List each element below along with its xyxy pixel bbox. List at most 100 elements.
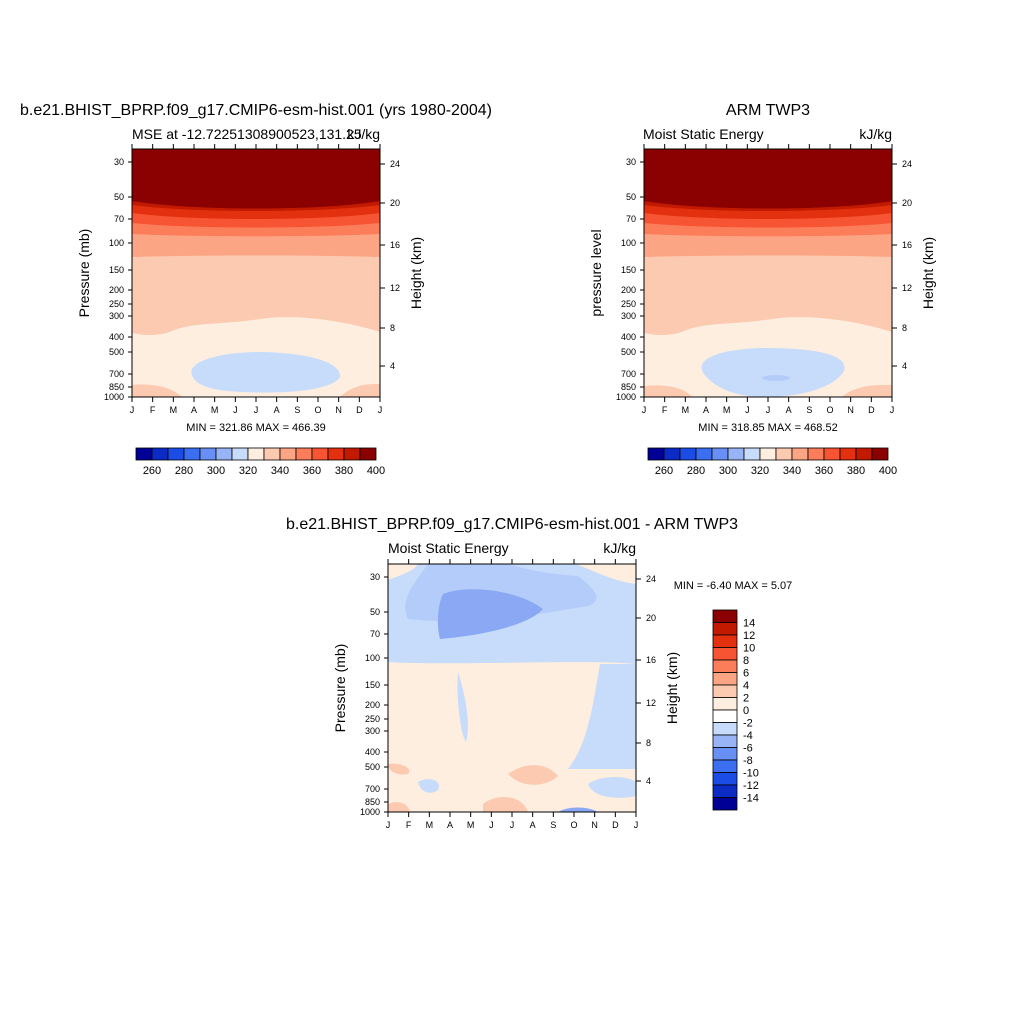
- y-tick-label: 100: [109, 238, 124, 248]
- contour-plot: J F M A M J J A S O N D J 30 50 70 100 150 200 250 300 400 500…: [360, 559, 656, 830]
- x-tick-label: J: [634, 820, 639, 830]
- colorbar-label: 360: [815, 465, 833, 477]
- x-tick-label: D: [356, 405, 363, 415]
- left-string: Moist Static Energy: [388, 540, 509, 556]
- colorbar-box: [712, 684, 738, 698]
- x-tick-label: J: [642, 405, 647, 415]
- x-tick-label: M: [426, 820, 434, 830]
- y-right-tick-label: 12: [646, 698, 656, 708]
- colorbar-label: 260: [143, 465, 161, 477]
- colorbar-label: 10: [743, 643, 755, 655]
- units-string: kJ/kg: [347, 126, 380, 142]
- blob-blue: [701, 348, 845, 397]
- y-tick-label: 50: [370, 607, 380, 617]
- y-tick-label: 200: [621, 285, 636, 295]
- mid-paleblue: [457, 672, 468, 742]
- units-string: kJ/kg: [603, 540, 636, 556]
- panel-title: b.e21.BHIST_BPRP.f09_g17.CMIP6-esm-hist.…: [20, 102, 492, 119]
- panel-difference: b.e21.BHIST_BPRP.f09_g17.CMIP6-esm-hist.…: [286, 516, 792, 830]
- y-tick-label: 500: [109, 347, 124, 357]
- band-darkred: [132, 149, 380, 209]
- left-string: MSE at -12.72251308900523,131.25: [132, 126, 362, 142]
- y-tick-label: 850: [365, 797, 380, 807]
- colorbar-box: [647, 447, 665, 461]
- y-right-tick-label: 4: [646, 776, 651, 786]
- y-tick-label: 50: [626, 192, 636, 202]
- x-tick-label: A: [703, 405, 709, 415]
- x-tick-label: J: [766, 405, 771, 415]
- x-tick-label: J: [254, 405, 259, 415]
- y-tick-label: 70: [114, 214, 124, 224]
- colorbar-label: 300: [207, 465, 225, 477]
- y-axis-right-label: Height (km): [408, 237, 424, 309]
- colorbar-box: [712, 647, 738, 661]
- colorbar-box: [712, 784, 738, 798]
- y-axis-right-label: Height (km): [664, 652, 680, 724]
- x-tick-label: M: [170, 405, 178, 415]
- colorbar-box: [199, 447, 217, 461]
- colorbar-box: [712, 659, 738, 673]
- x-tick-label: A: [447, 820, 453, 830]
- band-low-left: [132, 384, 182, 397]
- corner-tl: [388, 564, 418, 580]
- y-right-tick-label: 16: [646, 655, 656, 665]
- colorbar-box: [695, 447, 713, 461]
- colorbar-label: 260: [655, 465, 673, 477]
- y-tick-label: 150: [621, 265, 636, 275]
- colorbar-box: [231, 447, 249, 461]
- y-tick-label: 500: [365, 762, 380, 772]
- colorbar-label: 8: [743, 655, 749, 667]
- colorbar-label: -8: [743, 755, 753, 767]
- colorbar-box: [712, 734, 738, 748]
- low-peach: [508, 765, 558, 785]
- contour-fills: [132, 149, 380, 397]
- x-tick-label: F: [406, 820, 412, 830]
- band-low-right: [842, 384, 892, 397]
- x-tick-label: S: [550, 820, 556, 830]
- x-tick-label: J: [890, 405, 895, 415]
- y-right-tick-label: 8: [390, 323, 395, 333]
- y-right-tick-label: 8: [902, 323, 907, 333]
- x-tick-label: S: [294, 405, 300, 415]
- x-tick-label: A: [530, 820, 536, 830]
- x-tick-label: J: [386, 820, 391, 830]
- y-tick-label: 850: [109, 382, 124, 392]
- x-tick-label: F: [150, 405, 156, 415]
- colorbar-box: [712, 634, 738, 648]
- min-max-label: MIN = -6.40 MAX = 5.07: [674, 580, 793, 592]
- y-tick-label: 500: [621, 347, 636, 357]
- colorbar-box: [823, 447, 841, 461]
- y-right-tick-label: 12: [902, 283, 912, 293]
- x-tick-label: M: [467, 820, 475, 830]
- colorbar-box: [712, 772, 738, 786]
- y-tick-label: 50: [114, 192, 124, 202]
- colorbar-label: 12: [743, 630, 755, 642]
- bottom-peach-left: [388, 802, 410, 812]
- x-tick-label: M: [682, 405, 690, 415]
- colorbar-box: [712, 797, 738, 811]
- colorbar-label: 14: [743, 618, 755, 630]
- colorbar-label: 2: [743, 693, 749, 705]
- y-tick-label: 30: [114, 157, 124, 167]
- colorbar-box: [791, 447, 809, 461]
- y-tick-label: 30: [626, 157, 636, 167]
- x-tick-label: J: [378, 405, 383, 415]
- band-darkred: [644, 149, 892, 209]
- colorbar-box: [775, 447, 793, 461]
- colorbar-label: 280: [175, 465, 193, 477]
- colorbar-box: [807, 447, 825, 461]
- y-axis-label: pressure level: [588, 229, 604, 316]
- panel-model: b.e21.BHIST_BPRP.f09_g17.CMIP6-esm-hist.…: [20, 102, 492, 477]
- colorbar-label: 340: [271, 465, 289, 477]
- x-tick-label: A: [786, 405, 792, 415]
- colorbar-label: 4: [743, 680, 749, 692]
- colorbar-box: [712, 722, 738, 736]
- y-tick-label: 250: [109, 299, 124, 309]
- y-tick-label: 70: [370, 629, 380, 639]
- y-tick-label: 1000: [104, 392, 124, 402]
- y-tick-label: 150: [365, 680, 380, 690]
- x-tick-label: O: [314, 405, 321, 415]
- colorbar-label: 300: [719, 465, 737, 477]
- y-right-tick-label: 8: [646, 738, 651, 748]
